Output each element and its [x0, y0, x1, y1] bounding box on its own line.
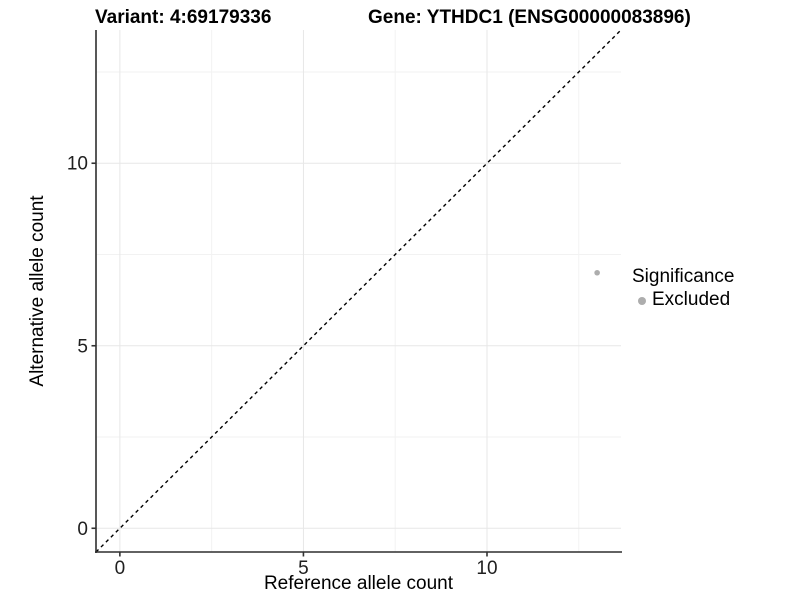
x-axis-title: Reference allele count	[263, 573, 454, 594]
data-point	[594, 269, 600, 276]
x-tick-label: 10	[476, 558, 497, 579]
gene-title: Gene: YTHDC1 (ENSG00000083896)	[368, 7, 691, 28]
y-axis-title: Alternative allele count	[27, 195, 48, 387]
y-tick-label: 5	[77, 336, 88, 357]
x-tick-label: 5	[298, 558, 309, 579]
legend-title: Significance	[632, 266, 735, 287]
legend-item-label: Excluded	[652, 289, 731, 311]
y-tick-label: 0	[77, 519, 88, 540]
variant-title: Variant: 4:69179336	[95, 7, 272, 28]
identity-dashed-line	[95, 29, 622, 553]
legend: Significance Excluded	[632, 266, 734, 312]
y-tick-label: 10	[67, 154, 88, 175]
legend-point-icon	[638, 296, 646, 305]
x-tick-label: 0	[115, 558, 126, 579]
legend-item-excluded: Excluded	[632, 289, 734, 311]
